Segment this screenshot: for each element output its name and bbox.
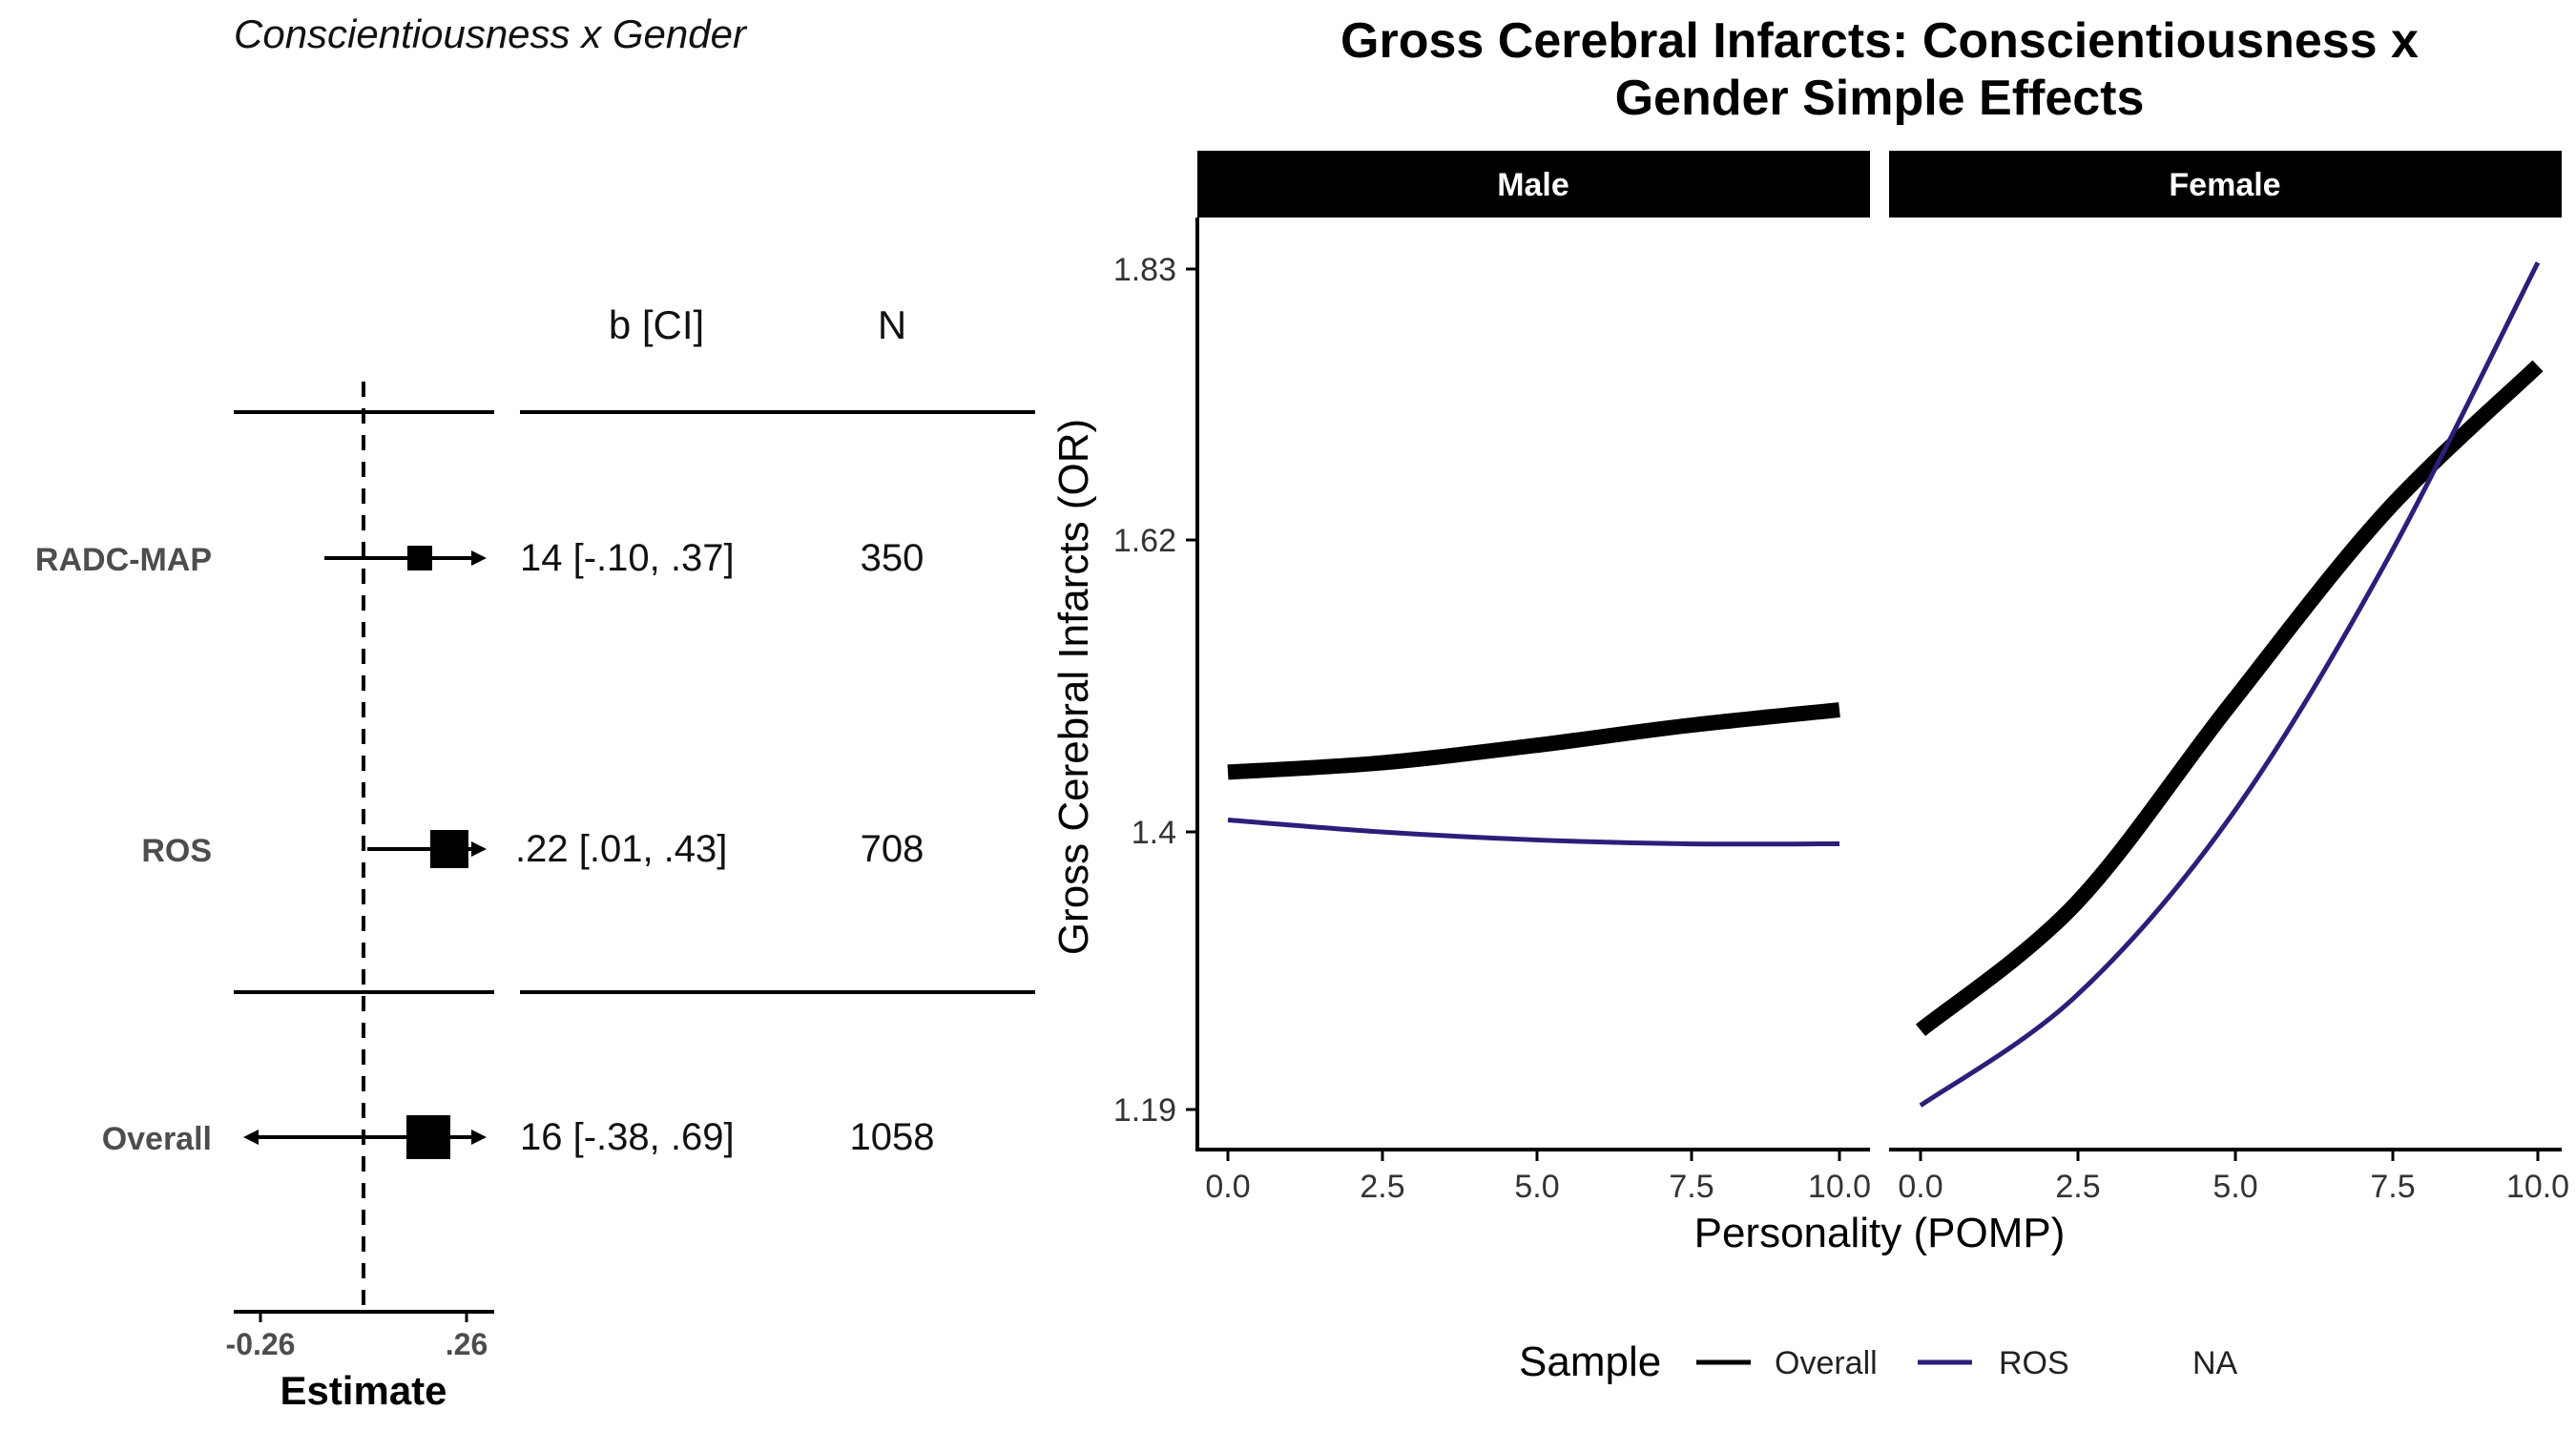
legend-entry-ros: ROS: [1999, 1345, 2069, 1381]
x-tick-label: 2.5: [1360, 1169, 1404, 1205]
forest-row-n: 350: [861, 537, 924, 579]
y-tick: 1.19: [1113, 1092, 1197, 1129]
legend-title: Sample: [1519, 1338, 1661, 1385]
forest-point-estimate: [406, 1115, 450, 1159]
forest-x-tick-label: -0.26: [226, 1327, 296, 1361]
x-tick-label: 10.0: [2506, 1169, 2569, 1205]
line-chart-title-line-1: Gross Cerebral Infarcts: Conscientiousne…: [1340, 13, 2419, 69]
series-line-ros-female: [1919, 261, 2541, 1108]
forest-row-ros: ROS .22 [.01, .43] 708: [141, 828, 924, 870]
forest-row-radc-map: RADC-MAP 14 [-.10, .37] 350: [35, 537, 924, 579]
facet-strip-label-male: Male: [1497, 167, 1569, 203]
legend-entry-overall: Overall: [1775, 1345, 1878, 1381]
legend-entry-na: NA: [2192, 1345, 2238, 1381]
forest-row-n: 708: [861, 828, 924, 870]
forest-header-estimate: b [CI]: [609, 302, 704, 347]
facet-strip-label-female: Female: [2169, 167, 2280, 203]
x-tick-label: 5.0: [1514, 1169, 1559, 1205]
forest-plot: Conscientiousness x Gender b [CI] N RADC…: [35, 11, 1035, 1413]
y-tick-label: 1.83: [1113, 252, 1176, 288]
forest-row-label: Overall: [102, 1121, 212, 1157]
forest-ci-arrow-right: [471, 1130, 487, 1145]
y-tick: 1.62: [1113, 523, 1197, 559]
y-tick: 1.4: [1132, 815, 1197, 851]
forest-row-ci-text: 16 [-.38, .69]: [520, 1116, 735, 1158]
y-tick-label: 1.19: [1113, 1092, 1176, 1129]
facet-strip-female: [1889, 151, 2562, 218]
y-tick-label: 1.4: [1132, 815, 1176, 851]
forest-point-estimate: [407, 546, 432, 570]
forest-ci-arrow-left: [243, 1130, 259, 1145]
y-tick-label: 1.62: [1113, 523, 1176, 559]
forest-x-axis-label: Estimate: [280, 1368, 447, 1413]
forest-row-ci-text: .22 [.01, .43]: [515, 828, 727, 870]
x-tick-label: 5.0: [2212, 1169, 2257, 1205]
x-axis-label: Personality (POMP): [1694, 1210, 2066, 1256]
forest-header-n: N: [878, 302, 906, 347]
y-tick: 1.83: [1113, 252, 1197, 288]
series-line-overall-male: [1227, 702, 1840, 780]
x-tick-label: 7.5: [2370, 1169, 2415, 1205]
legend: Sample Overall ROS NA: [1519, 1338, 2238, 1385]
forest-ci-arrow-right: [471, 841, 487, 857]
forest-title: Conscientiousness x Gender: [234, 11, 748, 56]
x-tick-label: 2.5: [2055, 1169, 2100, 1205]
forest-ci-arrow-right: [471, 550, 487, 566]
forest-row-overall: Overall 16 [-.38, .69] 1058: [102, 1115, 935, 1159]
x-tick-label: 0.0: [1205, 1169, 1250, 1205]
x-tick-label: 7.5: [1669, 1169, 1714, 1205]
line-chart-title-line-2: Gender Simple Effects: [1615, 71, 2145, 126]
line-chart: Gross Cerebral Infarcts: Conscientiousne…: [1050, 13, 2569, 1385]
facet-strip-male: [1197, 151, 1870, 218]
x-tick-label: 10.0: [1808, 1169, 1871, 1205]
forest-row-label: ROS: [141, 833, 212, 869]
series-line-ros-male: [1227, 817, 1840, 847]
series-line-overall-female: [1915, 360, 2544, 1037]
forest-row-ci-text: 14 [-.10, .37]: [520, 537, 735, 579]
x-tick-label: 0.0: [1898, 1169, 1942, 1205]
y-axis-label: Gross Cerebral Infarcts (OR): [1050, 419, 1097, 955]
x-ticks-female: 0.0 2.5 5.0 7.5 10.0: [1898, 1150, 2569, 1205]
forest-row-label: RADC-MAP: [35, 542, 212, 578]
forest-row-n: 1058: [850, 1116, 935, 1158]
forest-point-estimate: [430, 830, 468, 868]
forest-x-tick-label: .26: [446, 1327, 488, 1361]
x-ticks-male: 0.0 2.5 5.0 7.5 10.0: [1205, 1150, 1871, 1205]
series-layer: [1227, 261, 2544, 1108]
